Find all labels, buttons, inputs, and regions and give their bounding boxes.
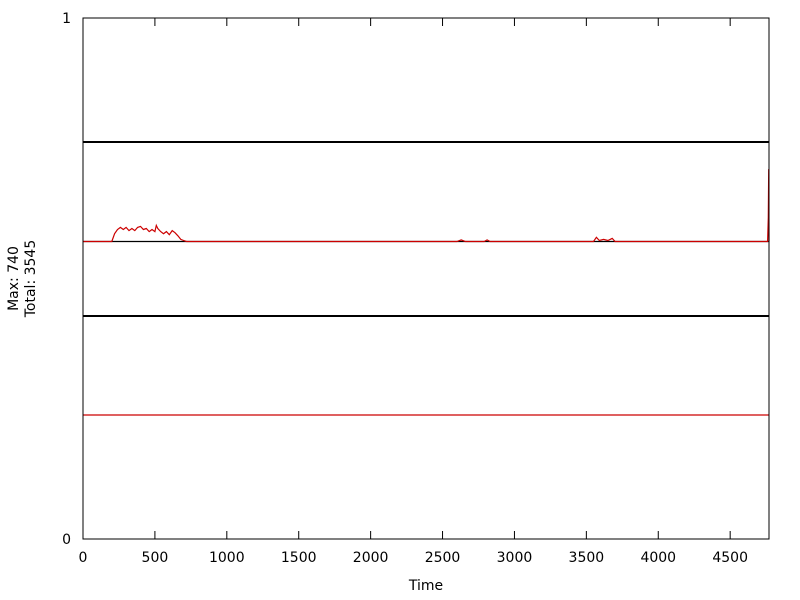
x-tick-label: 2500 <box>425 550 461 566</box>
series-line-1 <box>83 169 770 243</box>
x-tick-label: 1000 <box>209 550 245 566</box>
x-axis-title: Time <box>408 578 443 594</box>
plot-frame <box>82 17 770 540</box>
x-tick-label: 500 <box>142 550 169 566</box>
x-tick-label: 0 <box>79 550 88 566</box>
plot-lines <box>83 140 770 416</box>
x-tick-label: 3500 <box>569 550 605 566</box>
y-axis-title-total: Total: 3545 <box>23 240 39 319</box>
y-tick-label: 0 <box>62 532 71 548</box>
y-axis-ticks: 01 <box>62 11 71 548</box>
x-tick-label: 4500 <box>712 550 748 566</box>
x-axis-ticks: 0 500 1000 1500 2000 2500 3000 3500 4000 4500 <box>79 18 748 566</box>
x-tick-label: 3000 <box>497 550 533 566</box>
x-tick-label: 1500 <box>281 550 317 566</box>
x-tick-label: 4000 <box>640 550 676 566</box>
y-axis-title-max: Max: 740 <box>6 246 22 311</box>
y-tick-label: 1 <box>62 11 71 27</box>
x-tick-label: 2000 <box>353 550 389 566</box>
